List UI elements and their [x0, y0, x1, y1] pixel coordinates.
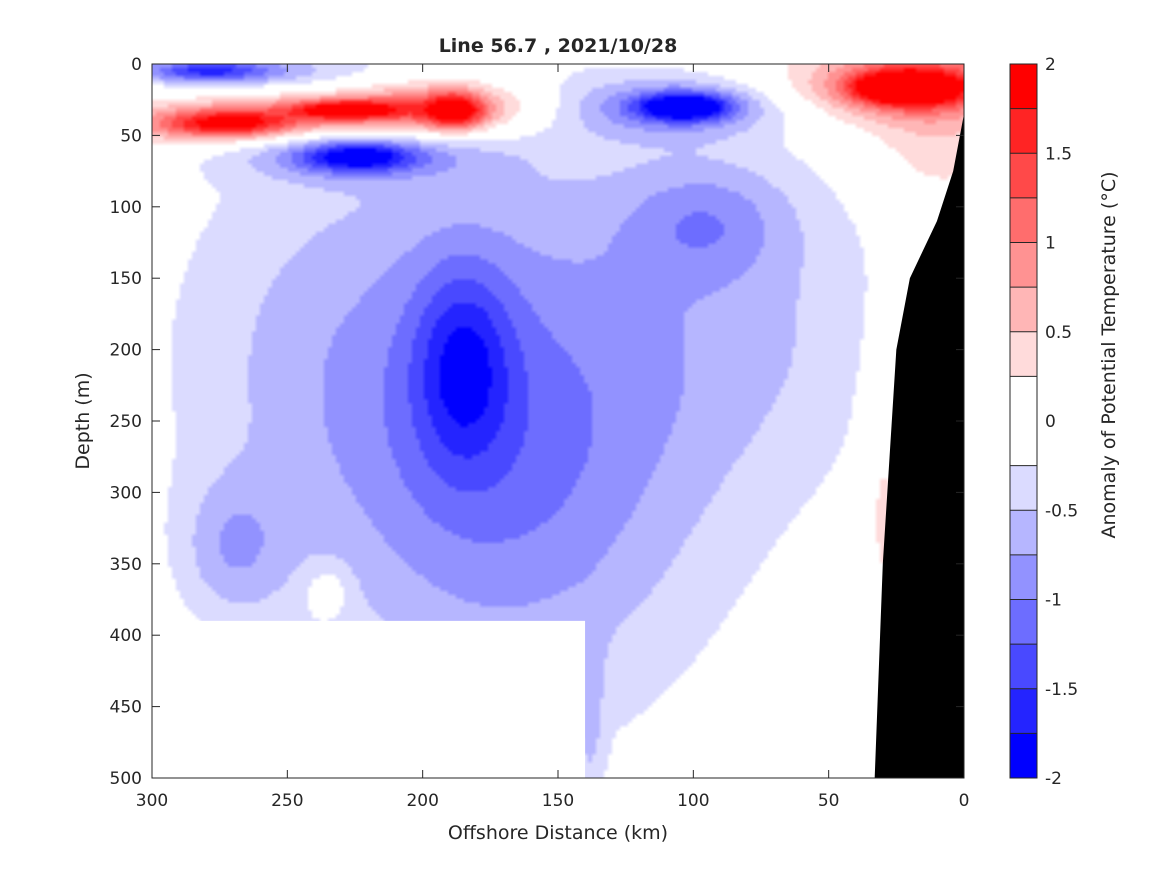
colorbar-tick-label: -2 [1045, 769, 1062, 789]
colorbar-swatch [1010, 554, 1037, 600]
colorbar-tick-label: -1 [1045, 591, 1062, 611]
colorbar-frame [1009, 63, 1038, 779]
colorbar-swatch [1010, 733, 1037, 778]
colorbar-swatch [1010, 599, 1037, 645]
colorbar-tick-label: -0.5 [1045, 501, 1078, 521]
chart-title: Line 56.7 , 2021/10/28 [439, 35, 678, 57]
x-tick-label: 100 [677, 791, 709, 811]
colorbar-swatch [1010, 197, 1037, 243]
colorbar-swatch [1010, 64, 1037, 109]
x-tick-label: 50 [818, 791, 840, 811]
colorbar-tick-label: 0 [1045, 412, 1056, 432]
x-axis-label: Offshore Distance (km) [448, 822, 668, 844]
colorbar-label: Anomaly of Potential Temperature (°C) [1098, 172, 1120, 539]
y-tick-label: 250 [110, 412, 142, 432]
colorbar-tick-label: 2 [1045, 55, 1056, 75]
y-axis-label: Depth (m) [72, 372, 94, 469]
y-tick-label: 450 [110, 698, 142, 718]
y-tick-label: 500 [110, 769, 142, 789]
y-tick-label: 200 [110, 341, 142, 361]
y-tick-label: 400 [110, 626, 142, 646]
x-tick-label: 300 [136, 791, 168, 811]
colorbar-swatch [1010, 688, 1037, 734]
y-tick-label: 0 [131, 55, 142, 75]
colorbar: 2 1.5 1 0.5 0 -0.5 -1 -1.5 -2 [1009, 55, 1078, 789]
y-tick-label: 100 [110, 198, 142, 218]
colorbar-swatch [1010, 287, 1037, 332]
y-tick-label: 150 [110, 269, 142, 289]
x-axis: 300 250 200 150 100 50 0 [136, 64, 970, 811]
x-tick-label: 200 [406, 791, 438, 811]
colorbar-swatch [1010, 465, 1037, 511]
colorbar-tick-label: 1 [1045, 234, 1056, 254]
bathymetry [874, 113, 964, 778]
colorbar-swatch [1010, 242, 1037, 288]
colorbar-swatch [1010, 331, 1037, 377]
y-tick-label: 300 [110, 483, 142, 503]
colorbar-swatch [1010, 644, 1037, 689]
colorbar-tick-label: 1.5 [1045, 144, 1072, 164]
x-tick-label: 150 [542, 791, 574, 811]
colorbar-tick-label: -1.5 [1045, 680, 1078, 700]
x-tick-label: 250 [271, 791, 303, 811]
colorbar-tick-label: 0.5 [1045, 323, 1072, 343]
colorbar-swatch [1010, 108, 1037, 154]
colorbar-swatch [1010, 153, 1037, 198]
plot-area [152, 64, 964, 778]
colorbar-swatch [1010, 510, 1037, 555]
y-axis: 0 50 100 150 200 250 300 350 400 450 500 [110, 55, 964, 789]
y-tick-label: 350 [110, 555, 142, 575]
no-data-region [152, 620, 586, 778]
y-tick-label: 50 [120, 126, 142, 146]
colorbar-swatch [1010, 376, 1037, 466]
x-tick-label: 0 [959, 791, 970, 811]
